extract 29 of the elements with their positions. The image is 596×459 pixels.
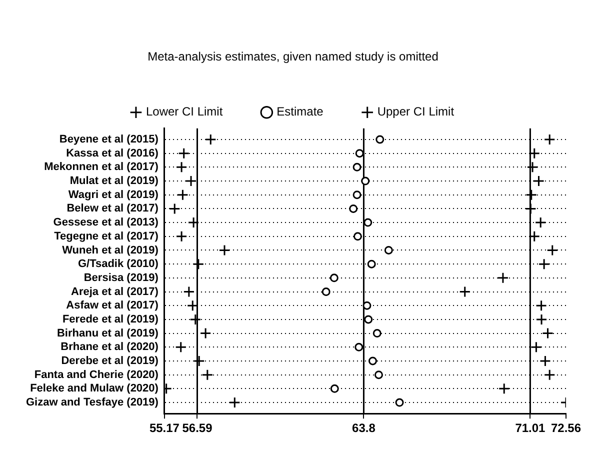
y-tick-label: Belew et al (2017): [66, 202, 159, 215]
y-tick-label: Fanta and Cherie (2020): [34, 368, 159, 381]
y-tick-label: Beyene et al (2015): [59, 134, 159, 146]
y-tick-label: Areja et al (2017): [71, 286, 159, 298]
y-tick-label: Birhanu et al (2019): [56, 327, 159, 340]
y-tick-label: Mekonnen et al (2017): [44, 161, 159, 174]
y-tick-label: G/Tsadik (2010): [78, 258, 159, 270]
y-tick-label: Gessese et al (2013): [53, 216, 159, 229]
y-tick-label: Brhane et al (2020): [60, 341, 159, 354]
y-tick-label: Wuneh et al (2019): [62, 244, 159, 256]
legend-label: Upper CI Limit: [377, 104, 455, 119]
legend-label: Estimate: [276, 104, 324, 119]
y-tick-label: Asfaw et al (2017): [66, 300, 159, 312]
x-tick-label: 56.59: [182, 421, 213, 436]
y-tick-label: Kassa et al (2016): [66, 147, 159, 160]
chart-title: Meta-analysis estimates, given named study is omitted: [148, 50, 438, 64]
x-tick-label: 71.01: [515, 421, 546, 436]
y-tick-label: Bersisa (2019): [84, 272, 159, 284]
y-tick-label: Mulat et al (2019): [70, 175, 159, 188]
y-tick-label: Tegegne et al (2017): [54, 230, 159, 242]
x-tick-label: 55.17: [149, 421, 180, 436]
x-tick-label: 72.56: [550, 421, 582, 436]
y-tick-label: Feleke and Mulaw (2020): [30, 382, 159, 395]
y-tick-label: Wagri et al (2019): [68, 188, 159, 201]
y-tick-label: Gizaw and Tesfaye (2019): [26, 396, 159, 409]
y-tick-label: Ferede et al (2019): [62, 313, 159, 326]
legend-label: Lower CI Limit: [146, 104, 224, 119]
y-tick-label: Derebe et al (2019): [61, 355, 159, 368]
x-tick-label: 63.8: [352, 421, 376, 436]
